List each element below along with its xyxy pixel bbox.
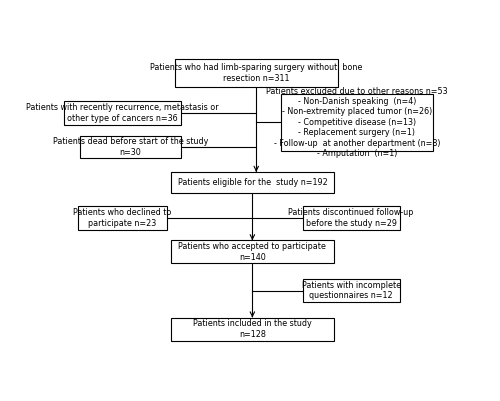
Text: Patients included in the study
n=128: Patients included in the study n=128 (193, 320, 312, 339)
Text: Patients who had limb-sparing surgery without  bone
resection n=311: Patients who had limb-sparing surgery wi… (150, 63, 362, 83)
FancyBboxPatch shape (78, 207, 167, 229)
Text: Patients with recently recurrence, metastasis or
other type of cancers n=36: Patients with recently recurrence, metas… (26, 103, 219, 123)
FancyBboxPatch shape (175, 59, 338, 87)
Text: Patients eligible for the  study n=192: Patients eligible for the study n=192 (178, 178, 327, 187)
FancyBboxPatch shape (80, 136, 180, 158)
FancyBboxPatch shape (282, 94, 432, 151)
Text: Patients excluded due to other reasons n=53
- Non-Danish speaking  (n=4)
- Non-e: Patients excluded due to other reasons n… (266, 87, 448, 158)
FancyBboxPatch shape (303, 207, 400, 229)
FancyBboxPatch shape (171, 172, 334, 193)
FancyBboxPatch shape (171, 240, 334, 263)
Text: Patients who accepted to participate
n=140: Patients who accepted to participate n=1… (178, 242, 326, 261)
Text: Patients who declined to
participate n=23: Patients who declined to participate n=2… (74, 208, 172, 228)
Text: Patients dead before start of the study
n=30: Patients dead before start of the study … (52, 137, 208, 157)
FancyBboxPatch shape (171, 318, 334, 341)
FancyBboxPatch shape (64, 101, 180, 125)
Text: Patients with incomplete
questionnaires n=12: Patients with incomplete questionnaires … (302, 281, 401, 300)
FancyBboxPatch shape (303, 279, 400, 302)
Text: Patients discontinued follow-up
before the study n=29: Patients discontinued follow-up before t… (288, 208, 414, 228)
